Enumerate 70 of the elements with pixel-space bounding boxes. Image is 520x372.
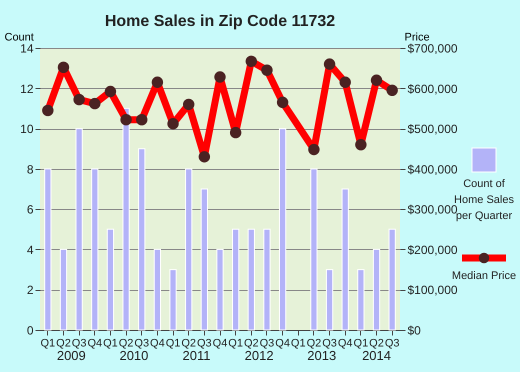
- bar: [154, 248, 162, 330]
- y-tick-label: 6: [26, 202, 34, 217]
- bar: [106, 228, 114, 330]
- x-tick-label: Q1: [40, 338, 56, 350]
- y-tick-label: 10: [20, 122, 34, 136]
- x-tick-label: Q1: [228, 338, 243, 350]
- x-tick-label: Q1: [103, 338, 118, 350]
- y2-tick-label: $400,000: [408, 162, 458, 176]
- x-tick-label: Q3: [72, 338, 86, 350]
- bar: [326, 269, 334, 330]
- x-tick-label: Q4: [275, 338, 290, 350]
- bar: [138, 148, 146, 330]
- bar: [44, 168, 52, 330]
- chart-title: Home Sales in Zip Code 11732: [104, 13, 336, 30]
- x-tick-label: Q4: [338, 338, 353, 350]
- y2-axis-title: Price: [404, 32, 430, 44]
- text: 2010: [119, 348, 148, 363]
- y2-tick-label: $600,000: [408, 82, 458, 96]
- x-tick-label: Q1: [290, 338, 306, 350]
- x-tick-label: Q2: [118, 338, 134, 350]
- text: 2013: [307, 348, 336, 363]
- bar: [263, 228, 271, 330]
- x-tick-label: Q2: [306, 338, 322, 350]
- y2-tick-label: $500,000: [408, 122, 458, 136]
- y2-tick-label: $700,000: [408, 42, 458, 56]
- bar: [60, 248, 68, 330]
- x-tick-label: Q2: [56, 338, 71, 350]
- bar: [342, 188, 349, 330]
- y2-tick-label: $0: [408, 324, 422, 338]
- text: 2011: [182, 348, 211, 363]
- text: 2009: [56, 348, 86, 363]
- bar: [169, 269, 177, 330]
- text: 2012: [244, 348, 274, 363]
- x-tick-label: Q3: [260, 338, 274, 350]
- bar: [200, 188, 208, 330]
- bar: [76, 128, 83, 330]
- bar: [91, 168, 98, 330]
- y2-tick-label: $200,000: [408, 242, 458, 257]
- bar: [248, 228, 255, 330]
- bar: [357, 269, 364, 330]
- bar: [388, 228, 396, 330]
- x-tick-label: Q2: [369, 338, 384, 350]
- x-tick-label: Q1: [354, 338, 368, 350]
- x-tick-label: Q3: [134, 338, 150, 350]
- x-tick-label: Q2: [181, 338, 196, 350]
- text: 2014: [362, 348, 391, 363]
- bar: [310, 168, 318, 330]
- bar: [278, 128, 286, 330]
- bar: [232, 228, 240, 330]
- x-tick-label: Q3: [197, 338, 212, 350]
- y-axis-title: Count: [4, 32, 34, 44]
- y-tick-label: 8: [26, 162, 34, 176]
- x-tick-label: Q4: [212, 338, 228, 350]
- legend-label: Median Price: [452, 270, 516, 282]
- y-tick-label: 4: [26, 242, 34, 257]
- x-tick-label: Q1: [166, 338, 180, 350]
- x-tick-label: Q3: [384, 338, 400, 350]
- bar: [216, 248, 224, 330]
- x-tick-label: Q3: [322, 338, 337, 350]
- x-tick-label: Q4: [150, 338, 165, 350]
- y-tick-label: 0: [26, 324, 34, 338]
- y-tick-label: 12: [20, 82, 34, 96]
- y2-tick-label: $100,000: [408, 283, 458, 298]
- x-tick-label: Q4: [87, 338, 102, 350]
- x-tick-label: Q2: [244, 338, 259, 350]
- bar: [372, 248, 380, 330]
- y-tick-label: 2: [26, 283, 34, 298]
- bar: [185, 168, 192, 330]
- y-tick-label: 14: [20, 42, 34, 56]
- bar: [122, 108, 130, 330]
